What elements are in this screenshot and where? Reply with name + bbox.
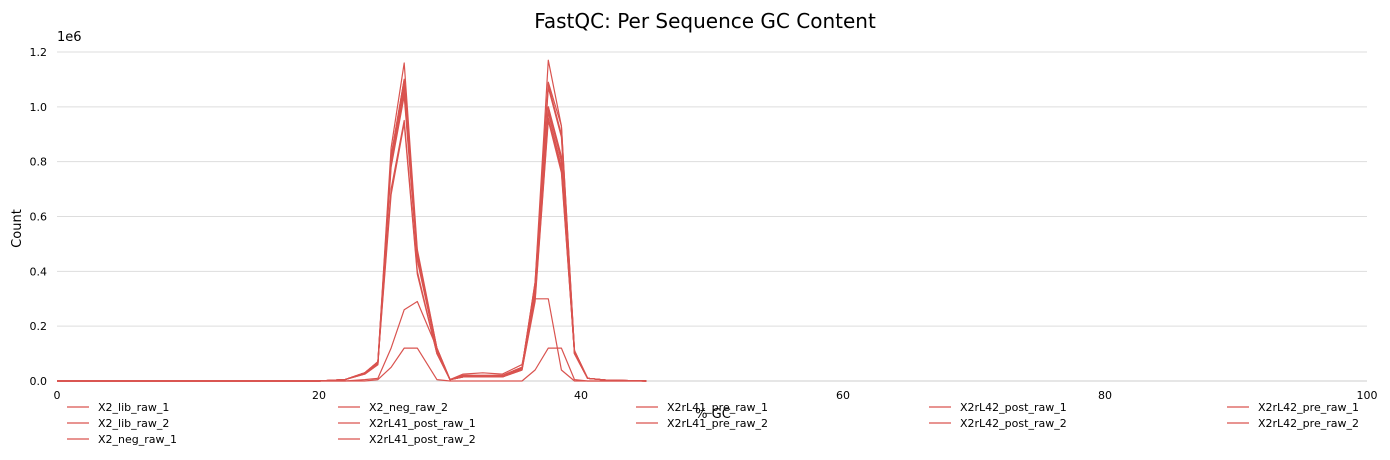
series-line-X2rL42_post_raw_2	[57, 86, 647, 382]
legend-label: X2rL42_post_raw_2	[960, 417, 1067, 430]
legend-label: X2rL42_pre_raw_1	[1258, 401, 1359, 414]
legend: X2_lib_raw_1 X2_lib_raw_2 X2_neg_raw_1 X2_n…	[67, 401, 1359, 446]
x-axis-label: % GC	[695, 407, 731, 422]
legend-label: X2rL42_post_raw_1	[960, 401, 1067, 414]
y-tick-label: 0.0	[30, 375, 48, 388]
chart-title: FastQC: Per Sequence GC Content	[534, 9, 876, 33]
series-line-X2rL42_post_raw_1	[57, 84, 647, 382]
legend-label: X2rL41_pre_raw_2	[667, 417, 768, 430]
y-tick-label: 0.2	[30, 320, 48, 333]
x-tick-label: 40	[574, 389, 588, 402]
y-axis-offset-label: 1e6	[57, 30, 82, 45]
y-tick-label: 1.2	[30, 46, 48, 59]
series-line-X2_neg_raw_1	[57, 347, 647, 382]
x-tick-label: 60	[836, 389, 850, 402]
series-line-X2rL41_post_raw_1	[57, 92, 647, 382]
y-tick-label: 0.6	[30, 211, 48, 224]
x-tick-label: 20	[312, 389, 326, 402]
y-axis-label: Count	[10, 209, 25, 248]
legend-label: X2rL41_pre_raw_1	[667, 401, 768, 414]
y-axis-ticks: 0.0 0.2 0.4 0.6 0.8 1.0 1.2	[30, 46, 48, 388]
legend-label: X2rL41_post_raw_2	[369, 433, 476, 446]
y-tick-label: 1.0	[30, 101, 48, 114]
series-line-X2rL42_pre_raw_2	[57, 81, 647, 382]
series-line-X2rL41_pre_raw_2	[57, 119, 647, 382]
legend-label: X2rL42_pre_raw_2	[1258, 417, 1359, 430]
x-axis-ticks: 0 20 40 60 80 100	[54, 389, 1378, 402]
x-tick-label: 80	[1098, 389, 1112, 402]
series-line-X2rL41_post_raw_2	[57, 95, 647, 382]
legend-label: X2_neg_raw_2	[369, 401, 448, 414]
y-tick-label: 0.8	[30, 156, 48, 169]
legend-label: X2_neg_raw_1	[98, 433, 177, 446]
series-line-X2_lib_raw_1	[57, 59, 647, 382]
legend-label: X2rL41_post_raw_1	[369, 417, 476, 430]
legend-label: X2_lib_raw_2	[98, 417, 169, 430]
y-tick-label: 0.4	[30, 265, 48, 278]
legend-label: X2_lib_raw_1	[98, 401, 169, 414]
grid-lines	[57, 51, 1367, 327]
series-line-X2_neg_raw_2	[57, 298, 647, 382]
x-tick-label: 0	[54, 389, 61, 402]
series-lines	[57, 59, 647, 382]
x-tick-label: 100	[1357, 389, 1378, 402]
